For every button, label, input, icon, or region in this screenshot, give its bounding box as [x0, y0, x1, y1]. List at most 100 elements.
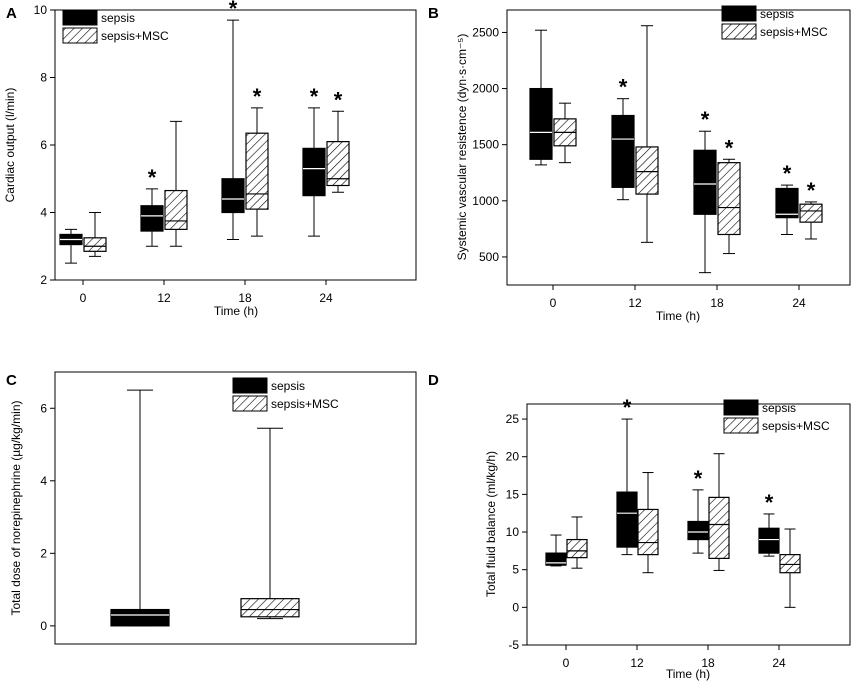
y-axis-title: Systemic vascular resistence (dyn·s·cm⁻⁵…	[455, 34, 469, 261]
panel-label: C	[6, 372, 17, 389]
box-iqr	[637, 508, 659, 556]
x-tick-label: 12	[157, 291, 171, 305]
legend: sepsis sepsis+MSC	[723, 399, 830, 434]
x-tick-label: 12	[630, 656, 644, 670]
y-tick-label: 8	[40, 71, 47, 85]
box-iqr	[221, 178, 245, 214]
box-iqr	[616, 491, 638, 548]
plot-frame	[526, 403, 851, 646]
legend: sepsis sepsis+MSC	[232, 377, 339, 412]
box-sepsis-0	[59, 228, 83, 264]
legend-label: sepsis+MSC	[101, 29, 169, 43]
x-axis-title: Time (h)	[214, 304, 258, 318]
legend-swatch-sepsis	[62, 9, 98, 26]
x-tick-label: 18	[701, 656, 715, 670]
x-tick-label: 24	[792, 296, 806, 310]
significance-star: *	[619, 75, 628, 100]
x-tick-label: 12	[628, 296, 642, 310]
box-sepsis-msc-1	[637, 472, 659, 574]
y-tick-label: 10	[34, 3, 48, 17]
box-iqr	[708, 496, 730, 559]
x-tick-label: 18	[710, 296, 724, 310]
box-iqr	[566, 538, 588, 559]
box-sepsis-msc-3: *	[799, 178, 823, 240]
legend-label: sepsis	[101, 11, 135, 25]
box-iqr	[779, 554, 801, 574]
box-sepsis-msc-0	[553, 102, 577, 164]
significance-star: *	[253, 84, 262, 109]
panel-label: A	[6, 5, 17, 22]
box-sepsis-msc-2: *	[717, 135, 741, 255]
box-iqr	[758, 527, 780, 554]
box-sepsis-msc-1	[164, 120, 188, 247]
y-tick-label: 2500	[472, 25, 499, 39]
y-tick-label: 15	[506, 487, 520, 501]
box-sepsis-3: *	[758, 490, 780, 557]
box-sepsis-msc-0	[566, 516, 588, 569]
x-tick-label: 18	[238, 291, 252, 305]
legend-label: sepsis	[271, 379, 305, 393]
box-iqr	[611, 114, 635, 188]
y-tick-label: 1000	[472, 194, 499, 208]
legend-swatch-sepsis-msc	[723, 417, 759, 434]
y-axis-title: Total dose of norepinephrine (µg/kg/min)	[9, 400, 23, 615]
legend-label: sepsis	[762, 401, 796, 415]
significance-star: *	[783, 161, 792, 186]
y-tick-label: 20	[506, 450, 520, 464]
legend-swatch-sepsis-msc	[721, 23, 757, 40]
panel-D: D -5 0 5 10 15 20 25 Total fluid balance (ml/kg/…	[428, 372, 851, 681]
x-tick-label: 0	[563, 656, 570, 670]
box-sepsis-0	[545, 534, 567, 567]
legend-swatch-sepsis	[232, 377, 268, 394]
box-iqr	[245, 132, 269, 210]
box-sepsis-0	[110, 389, 170, 627]
significance-star: *	[701, 107, 710, 132]
legend-swatch-sepsis-msc	[232, 395, 268, 412]
box-iqr	[545, 552, 567, 566]
y-tick-label: 500	[479, 250, 499, 264]
x-axis-title: Time (h)	[656, 309, 700, 323]
legend-swatch-sepsis-msc	[62, 27, 98, 44]
panel-label: B	[428, 5, 439, 22]
significance-star: *	[229, 0, 238, 21]
box-iqr	[693, 149, 717, 215]
significance-star: *	[694, 466, 703, 491]
box-sepsis-3: *	[775, 161, 799, 235]
x-tick-label: 0	[80, 291, 87, 305]
legend: sepsis sepsis+MSC	[62, 9, 169, 44]
box-iqr	[775, 187, 799, 219]
x-tick-label: 0	[550, 296, 557, 310]
x-axis-title: Time (h)	[666, 667, 710, 681]
y-tick-label: 4	[40, 206, 47, 220]
y-tick-label: -5	[508, 638, 519, 652]
significance-star: *	[807, 178, 816, 203]
x-tick-label: 24	[319, 291, 333, 305]
significance-star: *	[148, 165, 157, 190]
significance-star: *	[310, 84, 319, 109]
y-tick-label: 2000	[472, 82, 499, 96]
box-iqr	[687, 520, 709, 541]
y-tick-label: 6	[40, 138, 47, 152]
box-sepsis-3: *	[302, 84, 326, 237]
box-iqr	[717, 162, 741, 236]
box-sepsis-msc-0	[240, 427, 300, 620]
box-iqr	[529, 87, 553, 160]
box-iqr	[110, 608, 170, 627]
box-sepsis-msc-0	[83, 212, 107, 257]
box-sepsis-2: *	[221, 0, 245, 240]
box-sepsis-1: *	[140, 165, 164, 247]
legend-label: sepsis+MSC	[271, 397, 339, 411]
box-sepsis-msc-2: *	[245, 84, 269, 237]
y-tick-label: 10	[506, 525, 520, 539]
y-tick-label: 5	[512, 563, 519, 577]
y-tick-label: 1500	[472, 138, 499, 152]
y-tick-label: 2	[40, 546, 47, 560]
box-sepsis-msc-3: *	[326, 87, 350, 193]
box-sepsis-msc-1	[635, 25, 659, 243]
x-tick-label: 24	[772, 656, 786, 670]
plot-frame	[54, 371, 417, 645]
legend-label: sepsis	[760, 7, 794, 21]
y-axis-title: Cardiac output (l/min)	[3, 88, 17, 203]
